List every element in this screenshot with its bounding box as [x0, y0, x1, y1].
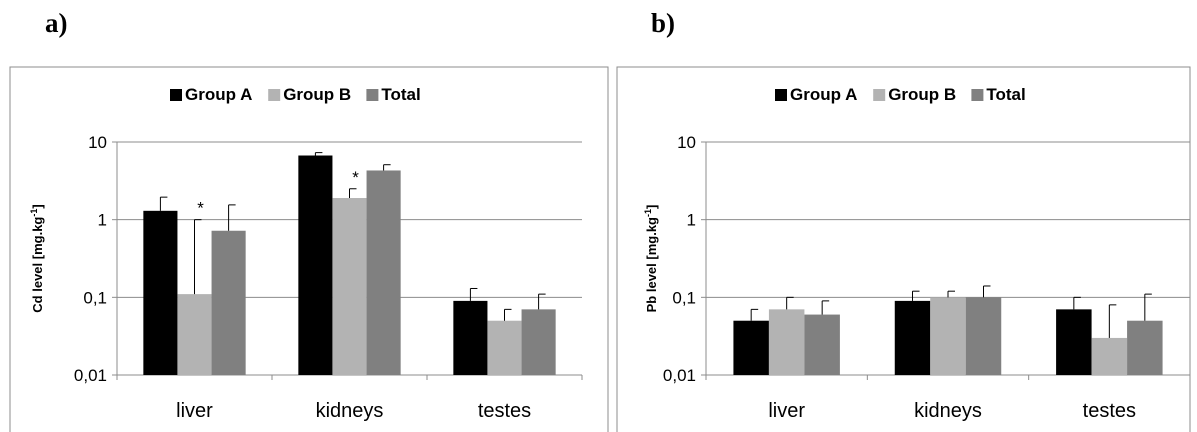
legend-swatch [170, 89, 182, 101]
significance-marker: * [352, 168, 359, 187]
legend-label: Group B [888, 85, 956, 104]
chart-frame [616, 66, 1191, 432]
bar [768, 309, 805, 375]
y-tick-label: 1 [687, 211, 696, 230]
chart-panel-b: 0,01 0,1 1 10 liver kidneys testes Group A Group… [616, 66, 1191, 432]
bar [1091, 337, 1128, 375]
legend-label: Group A [185, 85, 252, 104]
x-category-label: liver [176, 400, 213, 422]
bar [804, 314, 840, 375]
bar [453, 300, 488, 375]
bar [177, 294, 212, 375]
panel-a-label: a) [45, 8, 68, 38]
y-tick-label: 0,1 [672, 288, 696, 307]
bar [366, 170, 401, 375]
legend-swatch [268, 89, 281, 101]
y-axis-label: Pb level [mg.kg-1] [643, 205, 659, 313]
bar [298, 155, 333, 375]
bar [930, 297, 966, 375]
legend-swatch [971, 89, 984, 101]
y-tick-label: 1 [98, 211, 107, 230]
x-category-label: kidneys [914, 400, 982, 422]
chart-panel-a: 0,01 0,1 1 10 liver kidneys testes * * Group A Gro… [9, 66, 609, 432]
y-tick-label: 10 [677, 133, 696, 152]
legend-swatch [775, 89, 787, 101]
bar [894, 300, 931, 375]
bar [1127, 320, 1163, 375]
bar [143, 210, 178, 375]
y-axis-label: Cd level [mg.kg-1] [29, 204, 45, 312]
bar [211, 230, 246, 375]
legend-label: Group A [790, 85, 857, 104]
legend-label: Group B [283, 85, 351, 104]
panel-b-label: b) [651, 8, 676, 38]
legend-label: Total [381, 85, 420, 104]
legend-swatch [366, 89, 379, 101]
bar [1056, 309, 1092, 375]
x-category-label: kidneys [316, 400, 384, 422]
y-tick-label: 0,01 [74, 366, 107, 385]
significance-marker: * [197, 199, 204, 218]
x-category-label: testes [478, 400, 531, 422]
y-tick-label: 10 [88, 133, 107, 152]
bar [332, 198, 367, 375]
bar [487, 320, 522, 375]
bar [965, 297, 1002, 375]
legend-swatch [873, 89, 886, 101]
bar [733, 320, 769, 375]
bar [521, 309, 556, 375]
x-category-label: liver [768, 400, 805, 422]
y-tick-label: 0,01 [663, 366, 696, 385]
legend-label: Total [986, 85, 1025, 104]
y-tick-label: 0,1 [83, 288, 107, 307]
x-category-label: testes [1083, 400, 1136, 422]
